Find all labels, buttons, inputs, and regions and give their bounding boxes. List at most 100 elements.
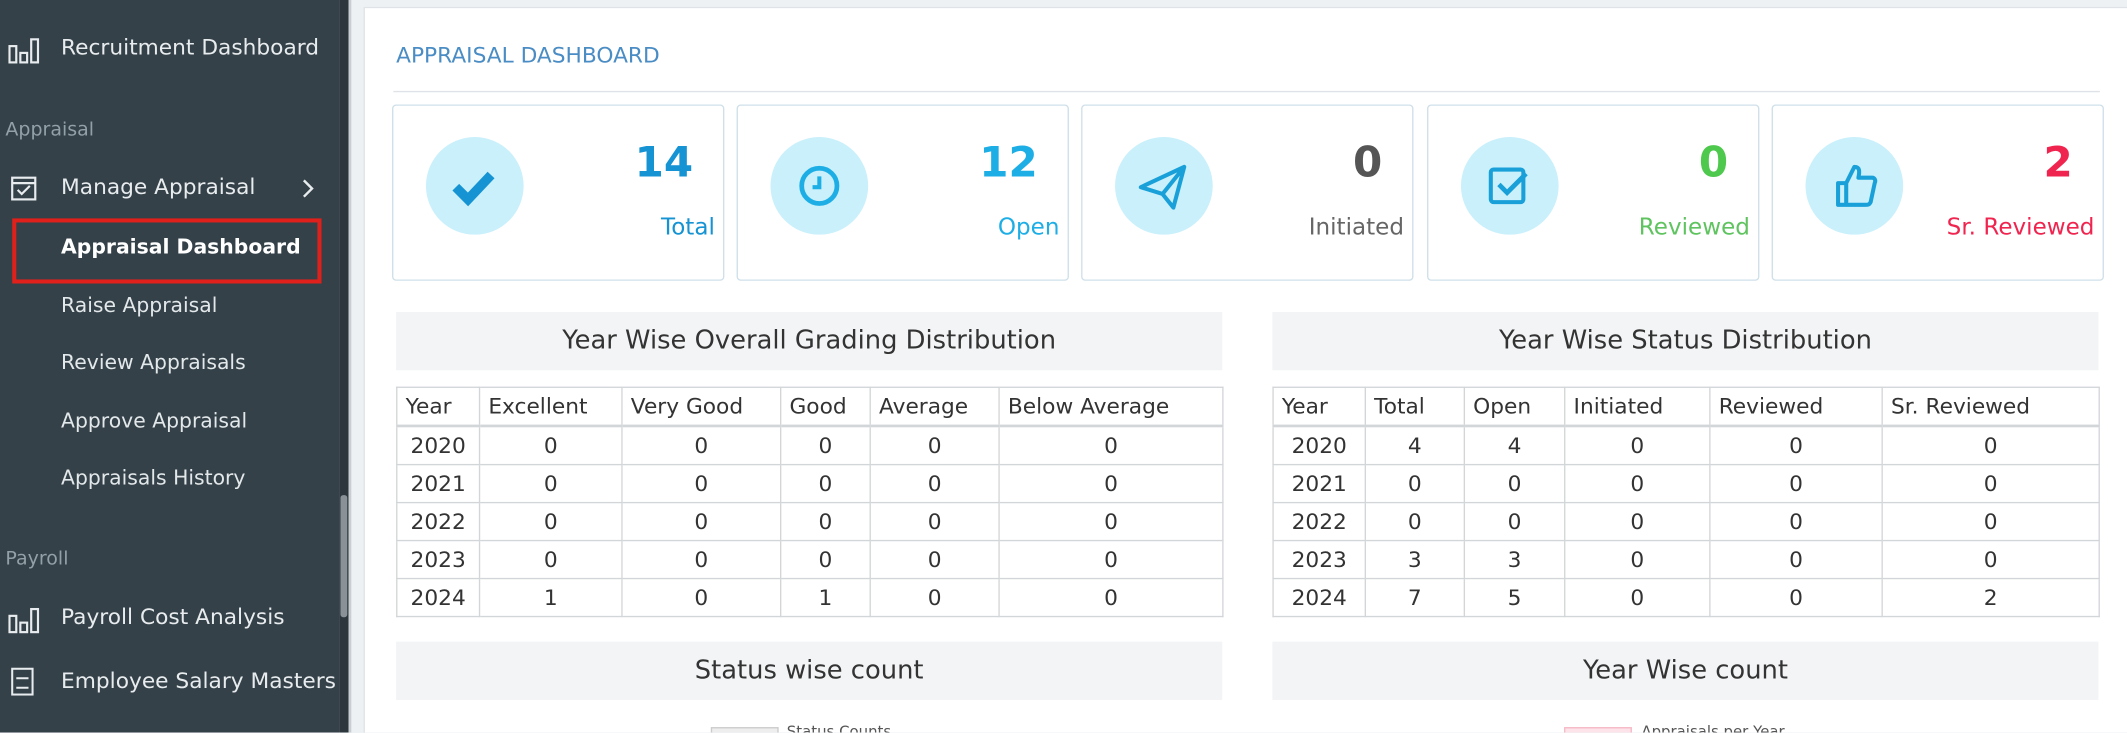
- page-title: APPRAISAL DASHBOARD: [396, 42, 660, 68]
- table-cell: 0: [869, 501, 1000, 542]
- nav-link[interactable]: Review Appraisals: [61, 349, 246, 375]
- table-cell: 2023: [396, 539, 481, 580]
- nav-link[interactable]: Recruitment Dashboard: [61, 33, 320, 60]
- table-cell: 0: [998, 577, 1224, 618]
- stat-label: Reviewed: [1638, 214, 1750, 242]
- legend-swatch: [1564, 727, 1632, 733]
- table-row: 2023 0 0 0 0 0: [396, 539, 1224, 580]
- table-row: 2021 0 0 0 0 0: [396, 463, 1224, 504]
- scrollbar-thumb[interactable]: [340, 495, 348, 618]
- nav-link[interactable]: Manage Appraisal: [61, 173, 256, 200]
- nav-link[interactable]: Appraisals History: [61, 465, 246, 490]
- nav-link[interactable]: Payroll Cost Analysis: [61, 603, 285, 630]
- table-cell: 0: [1564, 501, 1711, 542]
- column-header: Below Average: [998, 386, 1224, 428]
- icon-circle: [770, 137, 869, 235]
- xls-icon: [11, 667, 34, 696]
- table-cell: 2023: [1272, 539, 1367, 580]
- nav-link[interactable]: Approve Appraisal: [61, 408, 248, 433]
- icon-circle: [1805, 137, 1904, 235]
- column-header: Initiated: [1564, 386, 1711, 428]
- stat-card: 12 Open: [736, 104, 1069, 281]
- column-header: Excellent: [478, 386, 623, 428]
- grading-table: Year Excellent Very Good Good Average Below A…: [396, 386, 1224, 618]
- nav-link[interactable]: Employee Salary Masters: [61, 667, 336, 694]
- table-row: 2023 3 3 0 0 0: [1272, 539, 2100, 580]
- stat-value: 12: [979, 138, 1038, 188]
- table-cell: 0: [478, 463, 623, 504]
- column-header: Year: [396, 386, 481, 428]
- table-cell: 0: [998, 425, 1224, 466]
- table-cell: 0: [779, 539, 871, 580]
- nav-link[interactable]: Raise Appraisal: [61, 293, 218, 318]
- table-cell: 5: [1463, 577, 1566, 618]
- table-cell: 0: [1709, 501, 1883, 542]
- icon-circle: [1115, 137, 1213, 235]
- table-row: 2021 0 0 0 0 0: [1272, 463, 2100, 504]
- column-header: Very Good: [621, 386, 782, 428]
- scrollbar[interactable]: [339, 0, 349, 733]
- table-cell: 0: [1564, 463, 1711, 504]
- table-title: Year Wise Status Distribution: [1272, 311, 2099, 371]
- stat-value: 14: [634, 138, 694, 188]
- header-row: Year Total Open Initiated Reviewed Sr. Review…: [1272, 386, 2100, 428]
- table-cell: 0: [1709, 577, 1883, 618]
- table-cell: 0: [869, 539, 1000, 580]
- table-cell: 2021: [1272, 463, 1367, 504]
- header-row: Year Excellent Very Good Good Average Below A…: [396, 386, 1224, 428]
- table-cell: 2: [1881, 577, 2100, 618]
- table-cell: 0: [478, 539, 623, 580]
- table-cell: 0: [621, 577, 782, 618]
- table-cell: 0: [621, 425, 782, 466]
- stat-card: 2 Sr. Reviewed: [1771, 104, 2104, 281]
- legend-swatch: [710, 727, 779, 733]
- icon-circle: [425, 137, 524, 235]
- stat-label: Initiated: [1308, 214, 1404, 242]
- table-cell: 0: [1364, 501, 1466, 542]
- legend-label: Appraisals per Year: [1641, 723, 1785, 733]
- column-header: Open: [1463, 386, 1566, 428]
- column-header: Average: [869, 386, 1000, 428]
- table-cell: 0: [1881, 539, 2100, 580]
- table-cell: 2020: [396, 425, 481, 466]
- table-cell: 2024: [396, 577, 481, 618]
- table-row: 2024 1 0 1 0 0: [396, 577, 1224, 618]
- column-header: Good: [779, 386, 871, 428]
- column-header: Year: [1272, 386, 1367, 428]
- icon-circle: [1460, 137, 1559, 235]
- table-cell: 0: [1463, 463, 1566, 504]
- table-cell: 0: [621, 539, 782, 580]
- table-cell: 0: [1709, 463, 1883, 504]
- status-table: Year Total Open Initiated Reviewed Sr. Review…: [1272, 386, 2100, 618]
- column-header: Reviewed: [1709, 386, 1883, 428]
- chart-icon: [8, 38, 40, 64]
- nav-link[interactable]: Appraisal Dashboard: [61, 234, 301, 260]
- table-cell: 7: [1364, 577, 1466, 618]
- icon: [1488, 167, 1528, 205]
- form-icon: [11, 176, 37, 201]
- table-cell: 2024: [1272, 577, 1367, 618]
- table-row: 2020 4 4 0 0 0: [1272, 425, 2100, 466]
- chevron: [302, 179, 314, 198]
- stat-card: 0 Initiated: [1081, 104, 1414, 281]
- table-cell: 0: [998, 539, 1224, 580]
- nav-section: Payroll: [5, 548, 69, 570]
- table-cell: 0: [779, 501, 871, 542]
- legend-label: Status Counts: [786, 723, 892, 733]
- table-title: Year Wise Overall Grading Distribution: [396, 311, 1223, 371]
- stat-value: 0: [1353, 138, 1383, 188]
- stat-card: 0 Reviewed: [1427, 104, 1760, 281]
- stat-value: 2: [2043, 138, 2073, 188]
- table-cell: 1: [478, 577, 623, 618]
- table-cell: 0: [1709, 539, 1883, 580]
- table-cell: 2022: [1272, 501, 1367, 542]
- chart-title: Status wise count: [396, 641, 1223, 700]
- table-cell: 4: [1364, 425, 1466, 466]
- table-cell: 0: [998, 463, 1224, 504]
- table-row: 2022 0 0 0 0 0: [1272, 501, 2100, 542]
- icon: [799, 165, 840, 206]
- table-cell: 0: [779, 463, 871, 504]
- stat-label: Total: [661, 214, 715, 242]
- table-cell: 0: [779, 425, 871, 466]
